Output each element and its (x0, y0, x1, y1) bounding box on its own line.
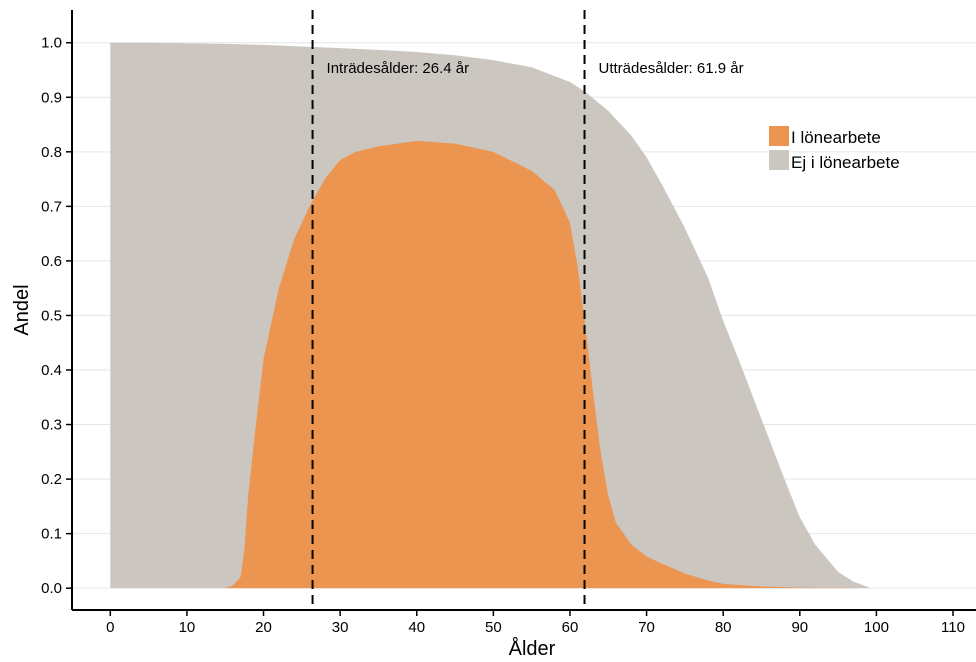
x-tick-label: 110 (941, 619, 965, 636)
y-tick-label: 0.5 (41, 307, 62, 324)
area-i-lonearbete (225, 140, 862, 589)
reference-lines (311, 10, 586, 610)
legend-swatch-ej-i-lonearbete (769, 150, 789, 170)
annotations: Inträdesålder: 26.4 år Utträdesålder: 61.… (327, 60, 744, 77)
reference-line-label: Inträdesålder: 26.4 år (327, 60, 470, 77)
x-tick-label: 70 (638, 619, 655, 636)
legend-label-i-lonearbete: I lönearbete (791, 128, 881, 147)
y-tick-label: 0.4 (41, 362, 62, 379)
area-layer (110, 42, 869, 589)
x-tick-label: 90 (791, 619, 808, 636)
y-tick-label: 1.0 (41, 35, 62, 52)
legend: I lönearbete Ej i lönearbete (769, 126, 900, 172)
x-tick-label: 40 (408, 619, 425, 636)
y-tick-label: 0.8 (41, 144, 62, 161)
x-axis-title: Ålder (509, 637, 556, 660)
y-tick-label: 0.3 (41, 417, 62, 434)
reference-line-label: Utträdesålder: 61.9 år (599, 60, 744, 77)
legend-swatch-i-lonearbete (769, 126, 789, 146)
y-tick-label: 0.9 (41, 89, 62, 106)
x-tick-label: 100 (864, 619, 889, 636)
y-tick-label: 0.6 (41, 253, 62, 270)
x-tick-label: 20 (255, 619, 272, 636)
y-tick-label: 0.1 (41, 526, 62, 543)
x-tick-label: 30 (332, 619, 349, 636)
y-tick-label: 0.7 (41, 198, 62, 215)
y-tick-label: 0.2 (41, 471, 62, 488)
x-tick-label: 60 (562, 619, 579, 636)
legend-label-ej-i-lonearbete: Ej i lönearbete (791, 153, 900, 172)
y-tick-label: 0.0 (41, 580, 62, 597)
x-tick-label: 10 (179, 619, 196, 636)
y-axis-title: Andel (11, 284, 33, 335)
x-tick-label: 0 (106, 619, 114, 636)
axes: 0.0 0.1 0.2 0.3 0.4 0.5 0.6 0.7 0.8 0.9 1.0 0 10 20 30… (41, 10, 976, 636)
x-tick-label: 80 (715, 619, 732, 636)
x-tick-label: 50 (485, 619, 502, 636)
